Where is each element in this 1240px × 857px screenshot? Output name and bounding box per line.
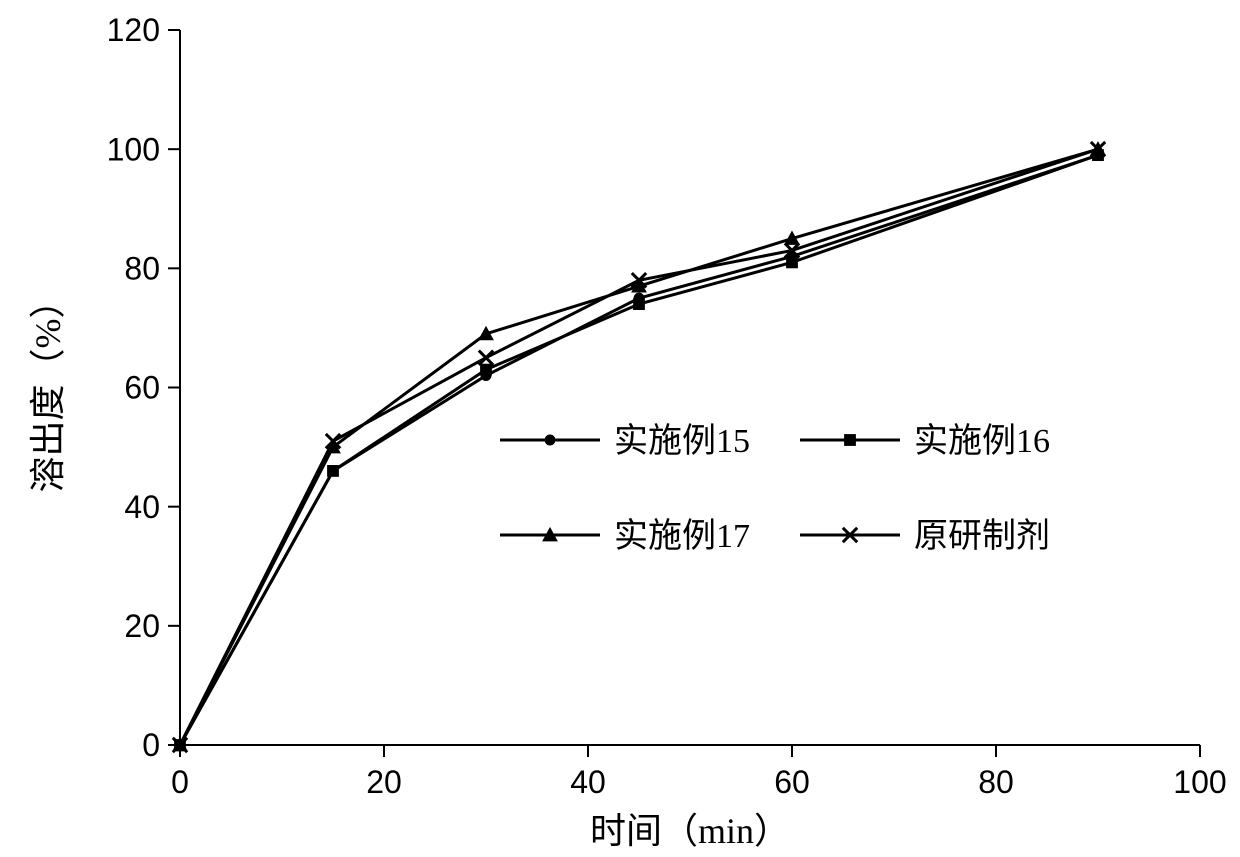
marker-square: [328, 466, 339, 477]
y-tick-label: 100: [107, 131, 160, 167]
legend-label: 原研制剂: [914, 517, 1050, 555]
dissolution-chart: 0 20 40 60 80 100 0 20 40 60 80 100 120 时间（min） 溶出度（%）…: [0, 0, 1240, 857]
legend-label: 实施例16: [914, 422, 1050, 460]
marker-square: [634, 299, 645, 310]
x-axis-title: 时间（min）: [590, 811, 790, 851]
y-tick-label: 40: [124, 489, 160, 525]
y-tick-label: 80: [124, 251, 160, 287]
y-tick-label: 20: [124, 608, 160, 644]
y-tick-label: 60: [124, 370, 160, 406]
legend-label: 实施例15: [614, 422, 750, 460]
x-tick-label: 40: [570, 764, 606, 800]
chart-svg: 0 20 40 60 80 100 0 20 40 60 80 100 120 时间（min） 溶出度（%）…: [0, 0, 1240, 857]
x-tick-label: 80: [978, 764, 1014, 800]
legend-item: 实施例17: [500, 517, 750, 555]
x-tick-label: 100: [1173, 764, 1226, 800]
marker-square: [845, 435, 856, 446]
marker-square: [787, 257, 798, 268]
legend-item: 实施例15: [500, 422, 750, 460]
y-tick-label: 120: [107, 12, 160, 48]
legend-item: 实施例16: [800, 422, 1050, 460]
legend-label: 实施例17: [614, 517, 750, 555]
y-tick-label: 0: [142, 727, 160, 763]
marker-square: [481, 364, 492, 375]
legend-item: 原研制剂: [800, 517, 1050, 555]
x-tick-label: 0: [171, 764, 189, 800]
y-axis-title: 溶出度（%）: [28, 283, 68, 493]
x-tick-label: 20: [366, 764, 402, 800]
x-tick-label: 60: [774, 764, 810, 800]
marker-circle: [545, 435, 555, 445]
